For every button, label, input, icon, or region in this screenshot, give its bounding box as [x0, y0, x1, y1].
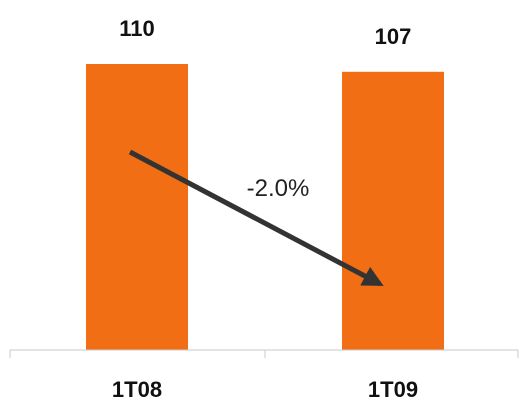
bar [86, 64, 188, 350]
change-annotation: -2.0% [247, 175, 310, 202]
x-axis-labels: 1T08 1T09 [112, 377, 418, 402]
category-label: 1T08 [112, 377, 162, 402]
bar [342, 71, 444, 351]
x-axis-ticks [9, 350, 519, 358]
value-label: 107 [375, 24, 412, 49]
value-labels-layer: 110 107 [119, 16, 411, 49]
bars-layer [86, 64, 444, 351]
category-label: 1T09 [368, 377, 418, 402]
value-label: 110 [119, 16, 155, 41]
trend-arrow [128, 149, 384, 287]
